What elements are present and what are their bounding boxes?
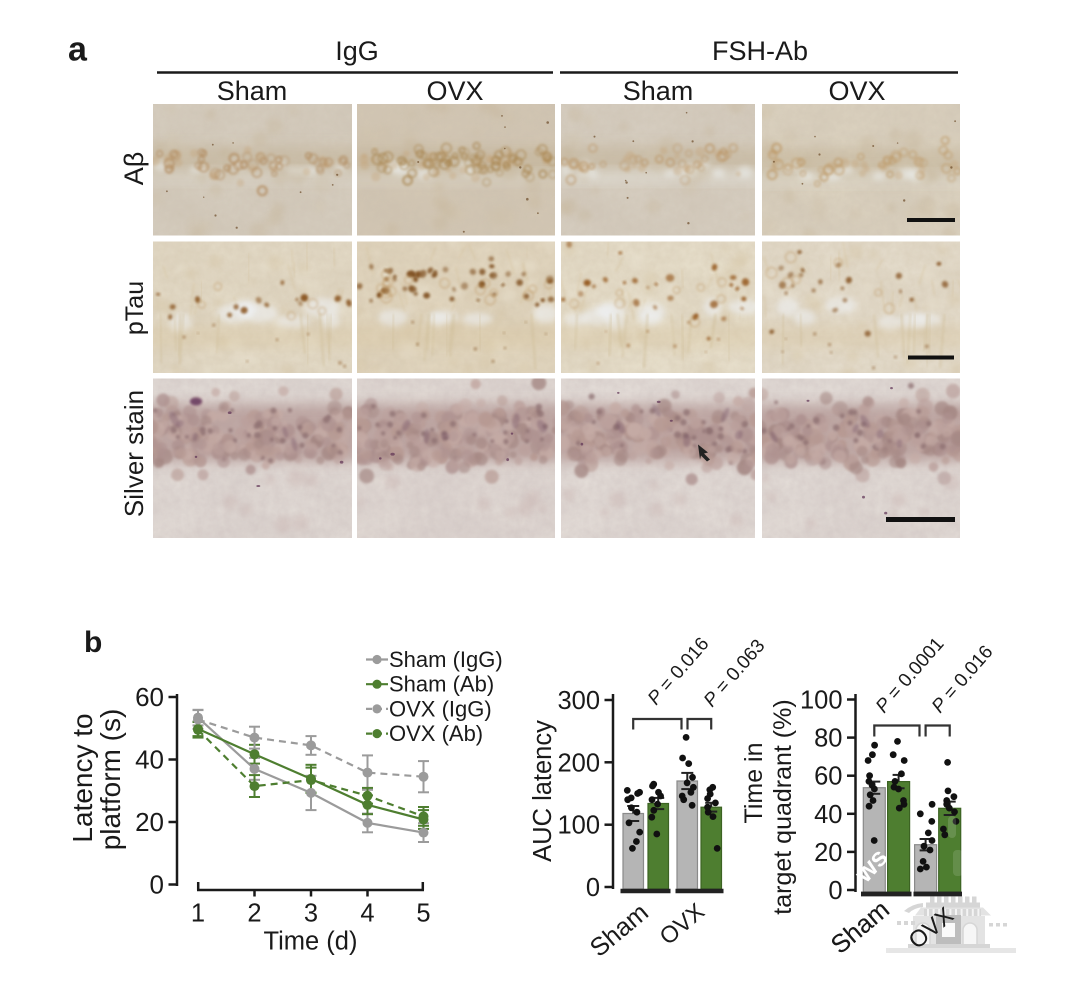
svg-text:OVX (Ab): OVX (Ab) (389, 721, 483, 746)
svg-text:20: 20 (814, 839, 842, 867)
svg-text:pTau: pTau (121, 281, 149, 335)
svg-text:OVX: OVX (426, 76, 483, 106)
svg-text:b: b (84, 626, 102, 659)
svg-text:1: 1 (191, 900, 205, 928)
svg-text:Sham: Sham (217, 76, 288, 106)
svg-text:60: 60 (814, 763, 842, 791)
svg-text:Time (d): Time (d) (264, 928, 358, 956)
svg-text:Latency to: Latency to (67, 713, 98, 842)
svg-text:FSH-Ab: FSH-Ab (712, 36, 808, 66)
svg-text:platform (s): platform (s) (95, 709, 126, 851)
svg-text:Sham (IgG): Sham (IgG) (389, 647, 503, 672)
svg-text:40: 40 (814, 801, 842, 829)
svg-text:a: a (68, 31, 88, 69)
svg-text:3: 3 (304, 900, 318, 928)
svg-text:Time in: Time in (740, 742, 768, 823)
svg-text:Sham: Sham (623, 76, 694, 106)
svg-text:20: 20 (135, 807, 164, 837)
svg-text:300: 300 (557, 687, 600, 715)
svg-text:0: 0 (586, 874, 600, 902)
svg-text:target quadrant (%): target quadrant (%) (769, 699, 797, 914)
svg-text:80: 80 (814, 725, 842, 753)
svg-text:100: 100 (800, 687, 843, 715)
svg-text:IgG: IgG (335, 36, 379, 66)
svg-text:0: 0 (828, 877, 842, 905)
svg-text:OVX: OVX (828, 76, 885, 106)
svg-text:4: 4 (360, 900, 374, 928)
svg-text:Aβ: Aβ (119, 152, 149, 186)
svg-text:2: 2 (247, 900, 261, 928)
svg-text:5: 5 (416, 900, 430, 928)
svg-text:0: 0 (150, 870, 164, 900)
svg-text:AUC latency: AUC latency (529, 720, 557, 862)
svg-text:60: 60 (135, 682, 164, 712)
svg-text:100: 100 (557, 812, 600, 840)
svg-text:Silver stain: Silver stain (119, 390, 149, 517)
svg-text:Sham (Ab): Sham (Ab) (389, 672, 494, 697)
svg-text:OVX (IgG): OVX (IgG) (389, 696, 492, 721)
svg-text:200: 200 (557, 749, 600, 777)
svg-text:40: 40 (135, 745, 164, 775)
